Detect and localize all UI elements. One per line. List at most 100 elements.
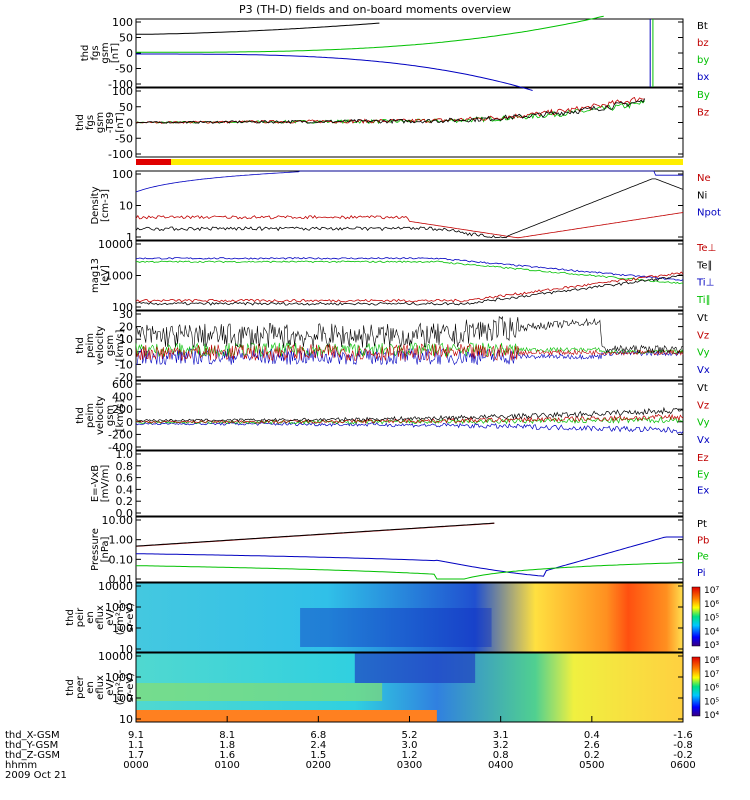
fgs-ylabel-line: gsm (100, 42, 111, 63)
temp-legend-Te⊥: Te⊥ (696, 243, 716, 254)
ionspec-tick-label: 100 (112, 622, 133, 635)
xaxis-tick-value: 1.2 (402, 750, 418, 761)
fgs-tick-label: -100 (108, 78, 133, 91)
temp-tick-label: 10000 (98, 238, 133, 251)
ionspec-tick-label: 1000 (105, 601, 133, 614)
fgs-tick-label: 100 (112, 16, 133, 29)
fgs89-ylabel-line: [nT] (115, 112, 126, 132)
velpe-ylabel-line: [km/s] (115, 329, 126, 361)
ionspec-ylabel-line: sr-eV) (125, 603, 136, 632)
fgs89-tick-label: 100 (112, 85, 133, 98)
efield-ylabel: E=-VxB [mV/m] (90, 465, 111, 503)
bx-line (136, 53, 533, 91)
mode-bar-yellow (171, 159, 683, 165)
elespec-ylabel-line: en (85, 681, 96, 694)
ionspec-colorbar-label: 10³ (704, 641, 719, 651)
xaxis-row-label: hhmm (5, 760, 37, 771)
fgs89-tick-label: 50 (119, 101, 133, 114)
pressure-legend-Pi: Pi (697, 568, 706, 579)
pt-line (135, 522, 495, 547)
density-tick-label: 10 (119, 200, 133, 213)
ti-par-line (135, 260, 684, 285)
ionspec-lowband (300, 608, 492, 647)
temp-legend-Ti⊥: Ti⊥ (696, 278, 714, 289)
velpe-tick-label: -10 (115, 358, 133, 371)
velpi-tick-label: 600 (112, 378, 133, 391)
elespec-ylabel-line: (cm²-s- (115, 669, 126, 705)
fgs89-line-2 (135, 98, 646, 125)
density-tick-label: 100 (112, 168, 133, 181)
fgs-legend-by: by (697, 55, 709, 66)
pi-line (136, 536, 683, 577)
fgs-tick-label: 0 (126, 47, 133, 60)
ionspec-ylabel-line: (cm²-s- (115, 599, 126, 635)
pe-line (136, 562, 684, 580)
fgs-legend-bx: bx (697, 72, 709, 83)
velpe-legend-Vt: Vt (697, 313, 708, 324)
npot-line (135, 170, 683, 193)
temp-ylabel-line: mag13 (90, 258, 101, 293)
chart-title: P3 (TH-D) fields and on-board moments ov… (239, 3, 511, 16)
efield-legend-Ey: Ey (697, 469, 709, 480)
density-ylabel: Density [cm-3] (90, 186, 111, 224)
ionspec-colorbar-label: 10⁶ (704, 600, 719, 610)
density-ylabel-line: [cm-3] (100, 189, 111, 222)
elespec-colorbar-label: 10⁷ (704, 670, 719, 680)
velpe-ylabel: thd peim velocity gsm [km/s] (75, 326, 126, 365)
velpi-ylabel-line: peim (85, 403, 96, 428)
ni-line (135, 178, 684, 239)
fgs89-legend-Bz: Bz (697, 107, 709, 118)
elespec-midband (136, 683, 383, 701)
velpe-tick-label: 20 (119, 321, 133, 334)
xaxis-tick-value: 3.1 (493, 730, 509, 741)
elespec-colorbar-label: 10⁸ (704, 656, 719, 666)
velpe-legend-Vy: Vy (697, 348, 710, 359)
elespec-ylabel-line: sr-eV) (125, 673, 136, 702)
efield-tick-label: 0.2 (116, 495, 134, 508)
pi-vz-line (135, 413, 684, 424)
velpi-ylabel: thd peim velocity gsm [km/s] (75, 396, 126, 435)
pe-vx-line (135, 347, 684, 366)
temp-tick-label: 100 (112, 301, 133, 314)
xaxis-tick-value: -0.8 (673, 740, 693, 751)
ionspec-colorbar-label: 10⁷ (704, 586, 719, 596)
elespec-ylabel-line: peer (75, 675, 86, 699)
ne-line (135, 212, 684, 239)
xaxis-tick-value: 0100 (214, 760, 239, 771)
temp-legend-Ti∥: Ti∥ (696, 295, 711, 306)
efield-tick-label: 0.6 (116, 472, 134, 485)
xaxis-tick-value: 1.7 (128, 750, 144, 761)
ionspec-tick-label: 10 (119, 643, 133, 656)
ionspec-ylabel-line: en (85, 611, 96, 624)
velpi-ylabel-line: velocity (95, 396, 106, 435)
temp-ylabel-line: [eV] (100, 265, 111, 286)
velpi-legend-Vt: Vt (697, 383, 708, 394)
xaxis-tick-value: 0.2 (584, 750, 600, 761)
fgs-ylabel-line: [nT] (110, 43, 121, 63)
fgs89-ylabel: thd fgs gsm -T89 [nT] (75, 112, 126, 134)
elespec-highband (354, 653, 476, 683)
xaxis-tick-value: 6.8 (310, 730, 326, 741)
fgs-tick-label: -50 (115, 63, 133, 76)
density-tick-label: 1 (126, 231, 133, 244)
fgs-ylabel: thd fgs gsm [nT] (80, 42, 121, 63)
fgs89-tick-label: 0 (126, 117, 133, 130)
fgs-ylabel-line: thd (80, 45, 91, 62)
velpi-tick-label: 200 (112, 403, 133, 416)
pi-vx-line (135, 421, 684, 434)
xaxis-tick-value: 2.6 (584, 740, 600, 751)
xaxis-date: 2009 Oct 21 (5, 770, 67, 781)
pressure-ylabel-line: [nPa] (100, 536, 111, 562)
efield-legend-Ex: Ex (697, 486, 709, 497)
velpi-ylabel-line: gsm (105, 405, 116, 426)
ionspec-colorbar (691, 586, 701, 647)
velpe-ylabel-line: gsm (105, 335, 116, 356)
te-perp-line (135, 271, 684, 303)
fgs89-tick-label: -50 (115, 132, 133, 145)
velpi-legend-Vy: Vy (697, 418, 710, 429)
elespec-tick-label: 10000 (98, 650, 133, 663)
ionspec-colorbar-label: 10⁵ (704, 614, 719, 624)
pressure-tick-label: 0.01 (109, 573, 134, 586)
pe-vy-line (135, 342, 684, 358)
elespec-ylabel-line: thd (65, 679, 76, 696)
